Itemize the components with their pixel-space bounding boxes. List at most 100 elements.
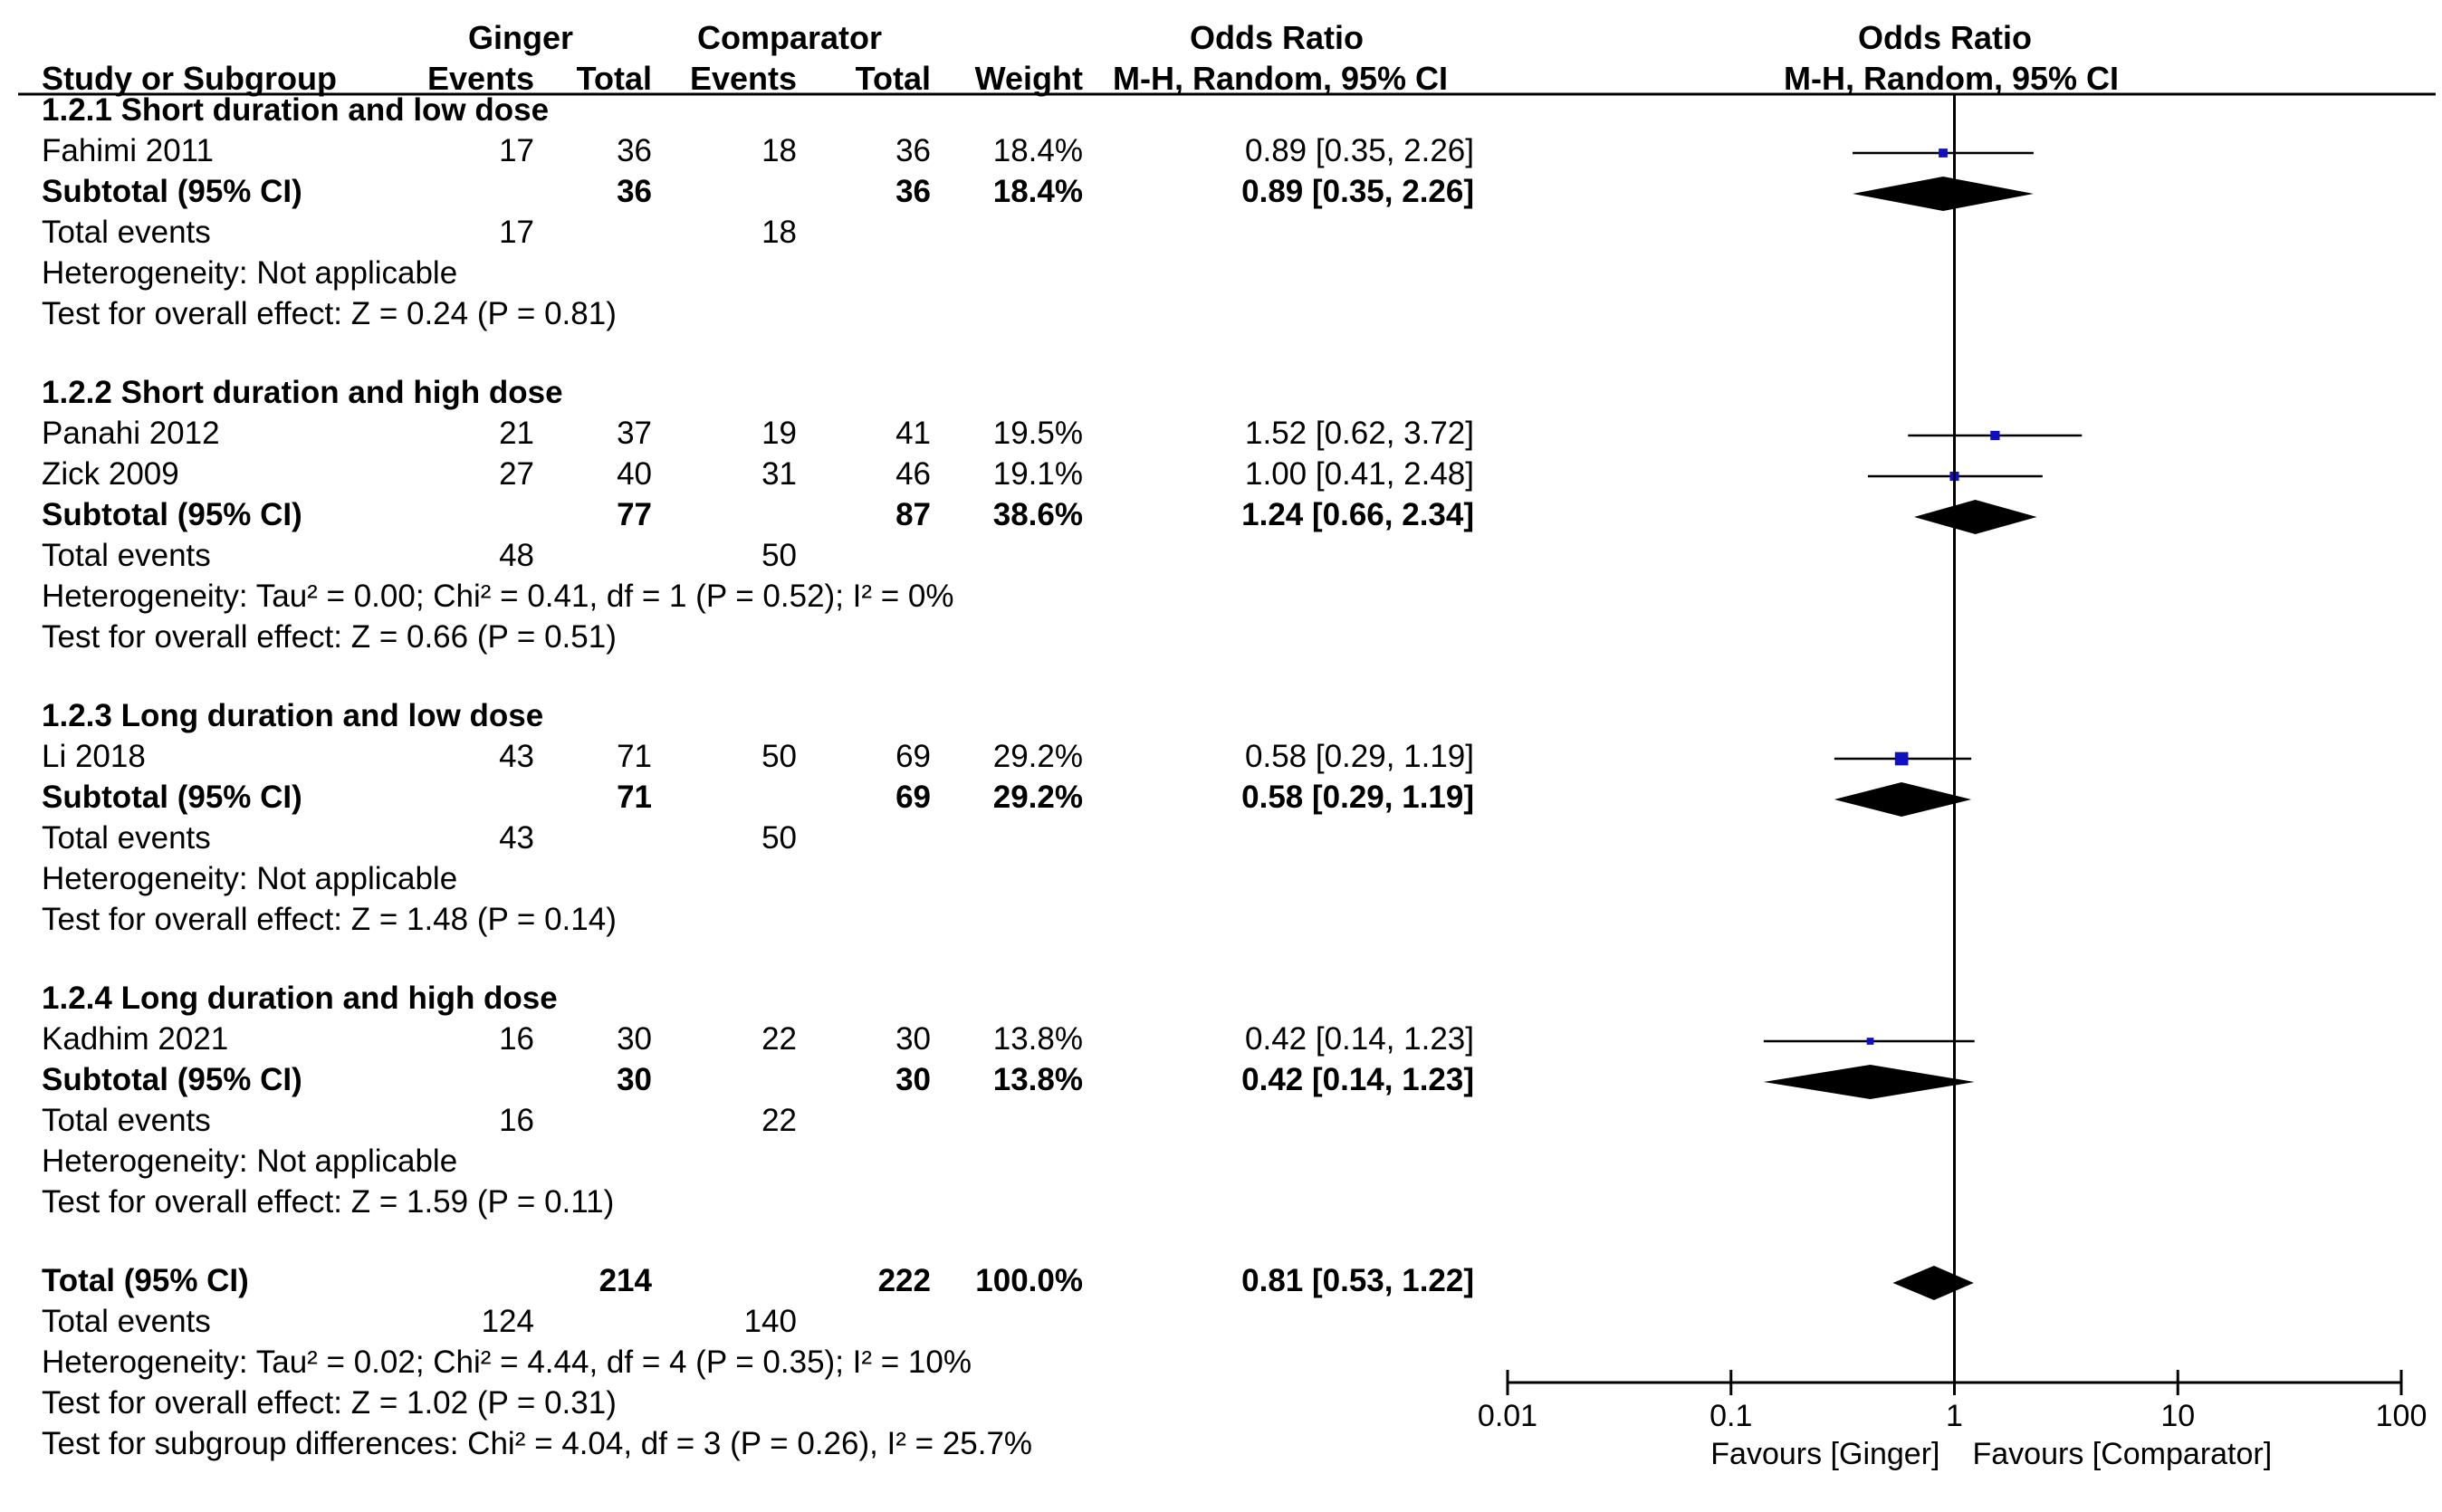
study-ci: 1.00 [0.41, 2.48] [1245,456,1474,492]
subtotal-weight: 29.2% [993,780,1083,815]
subgroup-title: 1.2.2 Short duration and high dose [42,375,563,410]
subtotal-ci: 1.24 [0.66, 2.34] [1241,497,1474,532]
overall-label: Total (95% CI) [42,1263,249,1298]
x-tick-label: 10 [2160,1399,2195,1433]
ginger-total: 71 [617,739,652,774]
overall-total-events-comparator: 140 [744,1304,797,1339]
subtotal-comparator-total: 30 [895,1062,931,1097]
ginger-events: 21 [499,416,534,451]
total-events-label: Total events [42,538,211,573]
comparator-events: 22 [761,1021,797,1057]
x-tick-label: 100 [2376,1399,2428,1433]
study-weight: 19.5% [993,416,1083,451]
study-weight: 13.8% [993,1021,1083,1057]
favours-left-label: Favours [Ginger] [1710,1437,1939,1471]
header-plot-title: Odds Ratio [1858,19,2032,56]
total-events-comparator: 18 [761,215,797,250]
overall-weight: 100.0% [975,1263,1083,1298]
heterogeneity-text: Heterogeneity: Not applicable [42,255,457,291]
study-name: Panahi 2012 [42,416,220,451]
table-row: Zick 2009 27 40 31 46 19.1% 1.00 [0.41, 2.48] [42,456,1474,492]
total-events-comparator: 22 [761,1103,797,1138]
comparator-total: 69 [895,739,931,774]
comparator-events: 31 [761,456,797,492]
header-ginger: Ginger [468,19,573,56]
x-tick-label: 1 [1946,1399,1963,1433]
subgroup-title: 1.2.4 Long duration and high dose [42,981,558,1016]
total-events-ginger: 16 [499,1103,534,1138]
comparator-total: 36 [895,133,931,168]
subtotal-ginger-total: 71 [617,780,652,815]
header-or-method: M-H, Random, 95% CI [1113,60,1448,97]
subgroup-block: 1.2.2 Short duration and high dose Panahi… [42,375,1474,655]
study-weight: 18.4% [993,133,1083,168]
comparator-total: 41 [895,416,931,451]
subtotal-diamond [1834,782,1972,817]
study-ci: 0.42 [0.14, 1.23] [1245,1021,1474,1057]
ginger-total: 36 [617,133,652,168]
overall-effect-text: Test for overall effect: Z = 1.48 (P = 0… [42,902,617,937]
comparator-total: 30 [895,1021,931,1057]
table-row: Fahimi 2011 17 36 18 36 18.4% 0.89 [0.35, 2.26… [42,133,1474,168]
total-events-comparator: 50 [761,820,797,856]
ginger-events: 27 [499,456,534,492]
subgroup-block: 1.2.4 Long duration and high dose Kadhim … [42,981,1474,1220]
table-row: Panahi 2012 21 37 19 41 19.5% 1.52 [0.62, 3.72… [42,416,1474,451]
total-events-ginger: 17 [499,215,534,250]
plot-area: 0.01 0.1 1 10 100 Favours [Ginger] Favours [Co… [1478,94,2427,1471]
subgroup-title: 1.2.1 Short duration and low dose [42,92,549,128]
subtotal-label: Subtotal (95% CI) [42,497,302,532]
study-point-marker [1990,430,2000,441]
comparator-events: 19 [761,416,797,451]
subtotal-ginger-total: 77 [617,497,652,532]
header-study: Study or Subgroup [42,60,337,97]
subtotal-ci: 0.89 [0.35, 2.26] [1241,174,1474,209]
study-weight: 29.2% [993,739,1083,774]
heterogeneity-text: Heterogeneity: Not applicable [42,1144,457,1179]
table-body: 1.2.1 Short duration and low dose Fahimi … [42,92,1474,1461]
comparator-total: 46 [895,456,931,492]
study-name: Li 2018 [42,739,146,774]
header-plot-method: M-H, Random, 95% CI [1784,60,2119,97]
study-name: Fahimi 2011 [42,133,214,168]
study-ci: 0.58 [0.29, 1.19] [1245,739,1474,774]
overall-comparator-total: 222 [878,1263,931,1298]
ginger-total: 37 [617,416,652,451]
subtotal-ci: 0.42 [0.14, 1.23] [1241,1062,1474,1097]
comparator-events: 18 [761,133,797,168]
overall-block: Total (95% CI) 214 222 100.0% 0.81 [0.53, 1.… [42,1263,1474,1461]
x-tick-label: 0.01 [1478,1399,1537,1433]
subtotal-comparator-total: 36 [895,174,931,209]
subgroup-title: 1.2.3 Long duration and low dose [42,698,543,733]
subtotal-weight: 18.4% [993,174,1083,209]
table-row: Kadhim 2021 16 30 22 30 13.8% 0.42 [0.14, 1.23… [42,1021,1474,1057]
study-name: Kadhim 2021 [42,1021,228,1057]
ginger-total: 30 [617,1021,652,1057]
header-total-ginger: Total [577,60,652,97]
subtotal-label: Subtotal (95% CI) [42,1062,302,1097]
total-events-label: Total events [42,820,211,856]
study-weight: 19.1% [993,456,1083,492]
subtotal-label: Subtotal (95% CI) [42,174,302,209]
ginger-total: 40 [617,456,652,492]
subtotal-ginger-total: 36 [617,174,652,209]
subtotal-comparator-total: 87 [895,497,931,532]
subgroup-block: 1.2.3 Long duration and low dose Li 2018 4… [42,698,1474,937]
total-events-label: Total events [42,215,211,250]
subtotal-ci: 0.58 [0.29, 1.19] [1241,780,1474,815]
subtotal-weight: 38.6% [993,497,1083,532]
overall-effect-text: Test for overall effect: Z = 0.24 (P = 0… [42,296,617,331]
overall-effect-text: Test for overall effect: Z = 1.59 (P = 0… [42,1184,614,1220]
study-point-marker [1894,751,1909,766]
overall-heterogeneity-text: Heterogeneity: Tau² = 0.02; Chi² = 4.44,… [42,1345,972,1380]
table-header: Ginger Comparator Odds Ratio Odds Ratio … [18,19,2436,97]
x-tick-label: 0.1 [1709,1399,1752,1433]
header-events-comparator: Events [690,60,797,97]
study-ci: 0.89 [0.35, 2.26] [1245,133,1474,168]
table-row: Li 2018 43 71 50 69 29.2% 0.58 [0.29, 1.19] [42,739,1474,774]
subtotal-diamond [1913,500,2037,534]
header-comparator: Comparator [697,19,882,56]
overall-ci: 0.81 [0.53, 1.22] [1241,1263,1474,1298]
